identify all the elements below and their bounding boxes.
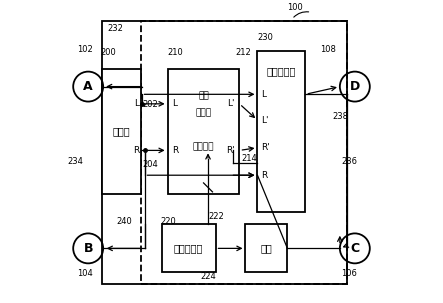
Text: R: R	[261, 171, 267, 180]
Text: 220: 220	[160, 217, 176, 226]
Text: R': R'	[261, 143, 270, 152]
Bar	[140, 21, 347, 284]
Text: 230: 230	[257, 33, 273, 42]
Text: D: D	[350, 80, 360, 93]
Text: 238: 238	[332, 112, 348, 121]
Bar	[101, 68, 140, 195]
Text: R: R	[172, 146, 179, 155]
Text: 104: 104	[77, 269, 93, 278]
Text: 108: 108	[320, 45, 336, 54]
Text: 202: 202	[142, 100, 158, 109]
Text: 滤波器: 滤波器	[195, 108, 212, 117]
Bar	[101, 21, 347, 284]
Text: B: B	[83, 242, 93, 255]
Text: 低通: 低通	[198, 92, 209, 101]
Text: 音频路由器: 音频路由器	[267, 67, 296, 77]
Text: 212: 212	[235, 48, 251, 57]
Text: L': L'	[261, 116, 268, 125]
Text: 240: 240	[116, 217, 132, 226]
Text: 方位传感器: 方位传感器	[174, 243, 203, 253]
Text: 102: 102	[77, 45, 93, 54]
Text: 236: 236	[342, 157, 358, 166]
Bar	[162, 225, 215, 272]
Text: 232: 232	[107, 24, 123, 33]
Text: 截止频率: 截止频率	[193, 142, 214, 151]
Text: 210: 210	[167, 48, 183, 57]
Bar	[245, 225, 288, 272]
Text: 224: 224	[200, 272, 216, 281]
Text: A: A	[83, 80, 93, 93]
Text: L: L	[172, 99, 177, 108]
Text: R': R'	[226, 146, 235, 155]
Text: 222: 222	[208, 212, 224, 221]
Text: L: L	[134, 99, 139, 108]
Text: 200: 200	[100, 48, 116, 57]
Text: 音频源: 音频源	[113, 127, 130, 137]
Text: L': L'	[228, 99, 235, 108]
Text: 234: 234	[68, 157, 84, 166]
Text: L: L	[261, 90, 266, 99]
Text: 214: 214	[241, 154, 257, 163]
Text: 100: 100	[288, 3, 303, 12]
Text: R: R	[134, 146, 140, 155]
Bar	[257, 51, 305, 212]
Bar	[167, 68, 240, 195]
Text: 选择: 选择	[260, 243, 272, 253]
Text: C: C	[350, 242, 359, 255]
Text: 204: 204	[142, 160, 158, 169]
Text: 106: 106	[342, 269, 357, 278]
